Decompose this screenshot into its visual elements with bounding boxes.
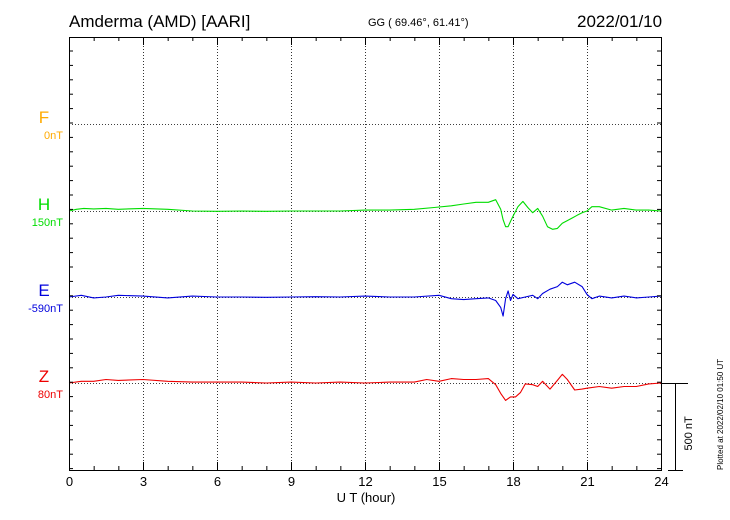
x-tick-label: 12 — [358, 474, 372, 489]
plotted-at-footnote: Plotted at 2022/02/10 01:50 UT — [716, 359, 725, 470]
series-line-z — [68, 373, 662, 401]
x-tick-label: 3 — [140, 474, 147, 489]
station-coordinates: GG ( 69.46°, 61.41°) — [368, 17, 469, 29]
series-offset-h: 150nT — [32, 217, 63, 229]
x-axis-label: U T (hour) — [337, 490, 396, 505]
x-tick-label: 15 — [432, 474, 446, 489]
grid-lines — [69, 37, 661, 470]
x-tick-label: 21 — [580, 474, 594, 489]
trace-lines — [68, 199, 662, 401]
series-labels: F 0nT H 150nT E -590nT Z 80nT — [28, 108, 63, 401]
series-offset-f: 0nT — [44, 130, 63, 142]
series-name-h: H — [38, 195, 50, 214]
series-line-e — [68, 281, 662, 317]
scale-bar-label: 500 nT — [683, 416, 695, 451]
series-name-z: Z — [39, 367, 49, 386]
x-tick-label: 6 — [214, 474, 221, 489]
x-tick-label: 9 — [288, 474, 295, 489]
series-name-f: F — [39, 108, 49, 127]
series-name-e: E — [38, 281, 49, 300]
series-offset-e: -590nT — [28, 303, 63, 315]
x-tick-label: 18 — [506, 474, 520, 489]
scale-bar: 500 nT — [661, 383, 695, 471]
series-line-h — [68, 199, 662, 230]
x-tick-label: 24 — [654, 474, 668, 489]
plot-date: 2022/01/10 — [577, 12, 663, 31]
series-offset-z: 80nT — [38, 389, 63, 401]
station-title: Amderma (AMD) [AARI] — [69, 12, 251, 31]
x-axis-ticks: 0 3 6 9 12 15 18 21 24 — [66, 37, 669, 489]
x-tick-label: 0 — [66, 474, 73, 489]
